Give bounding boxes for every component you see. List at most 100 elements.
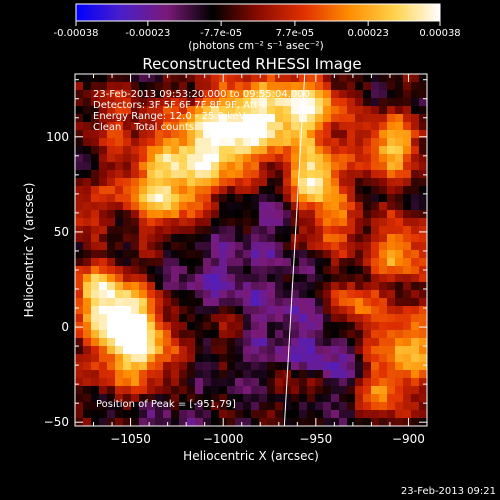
heatmap-cell [139, 394, 148, 403]
heatmap-cell [275, 242, 284, 251]
heatmap-cell [275, 402, 284, 411]
heatmap-cell [147, 186, 156, 195]
heatmap-cell [211, 322, 220, 331]
heatmap-cell [91, 378, 100, 387]
heatmap-cell [75, 162, 84, 171]
heatmap-cell [227, 138, 236, 147]
heatmap-cell [211, 186, 220, 195]
heatmap-cell [235, 74, 244, 83]
heatmap-cell [371, 410, 380, 419]
heatmap-cell [307, 170, 316, 179]
heatmap-cell [211, 234, 220, 243]
heatmap-cell [267, 130, 276, 139]
heatmap-cell [243, 106, 252, 115]
heatmap-cell [411, 402, 420, 411]
heatmap-cell [387, 274, 396, 283]
heatmap-cell [187, 346, 196, 355]
heatmap-cell [419, 290, 427, 299]
heatmap-cell [163, 114, 172, 123]
heatmap-cell [323, 370, 332, 379]
heatmap-cell [219, 290, 228, 299]
heatmap-cell [131, 346, 140, 355]
heatmap-cell [171, 330, 180, 339]
heatmap-cell [123, 210, 132, 219]
heatmap-cell [363, 186, 372, 195]
heatmap-cell [179, 202, 188, 211]
heatmap-cell [107, 386, 116, 395]
heatmap-cell [315, 282, 324, 291]
heatmap-cell [107, 242, 116, 251]
heatmap-cell [115, 386, 124, 395]
heatmap-cell [379, 210, 388, 219]
heatmap-cell [235, 82, 244, 91]
heatmap-cell [251, 114, 260, 123]
heatmap-cell [243, 258, 252, 267]
heatmap-cell [235, 146, 244, 155]
heatmap-cell [331, 138, 340, 147]
heatmap-cell [83, 218, 92, 227]
heatmap-cell [291, 402, 300, 411]
heatmap-cell [267, 370, 276, 379]
heatmap-cell [75, 306, 84, 315]
heatmap-cell [195, 378, 204, 387]
heatmap-cell [283, 122, 292, 131]
heatmap-cell [83, 210, 92, 219]
heatmap-cell [387, 90, 396, 99]
heatmap-cell [171, 146, 180, 155]
heatmap-cell [179, 234, 188, 243]
heatmap-cell [259, 410, 268, 419]
heatmap-cell [363, 354, 372, 363]
heatmap-cell [115, 162, 124, 171]
heatmap-cell [411, 162, 420, 171]
heatmap-cell [395, 266, 404, 275]
heatmap-cell [379, 258, 388, 267]
heatmap-cell [163, 194, 172, 203]
heatmap-cell [371, 306, 380, 315]
heatmap-cell [91, 282, 100, 291]
heatmap-cell [291, 162, 300, 171]
heatmap-cell [147, 82, 156, 91]
heatmap-cell [203, 90, 212, 99]
heatmap-cell [251, 386, 260, 395]
heatmap-cell [283, 386, 292, 395]
heatmap-cell [307, 314, 316, 323]
heatmap-cell [299, 138, 308, 147]
heatmap-cell [235, 370, 244, 379]
heatmap-cell [171, 234, 180, 243]
heatmap-cell [179, 242, 188, 251]
heatmap-cell [131, 306, 140, 315]
heatmap-cell [251, 242, 260, 251]
heatmap-cell [195, 298, 204, 307]
heatmap-cell [131, 330, 140, 339]
heatmap-cell [211, 146, 220, 155]
heatmap-cell [387, 114, 396, 123]
heatmap-cell [227, 90, 236, 99]
heatmap-cell [283, 210, 292, 219]
heatmap-cell [211, 306, 220, 315]
heatmap-cell [323, 242, 332, 251]
heatmap-cell [203, 338, 212, 347]
heatmap-cell [91, 202, 100, 211]
heatmap-cell [123, 330, 132, 339]
heatmap-cell [243, 218, 252, 227]
heatmap-cell [267, 354, 276, 363]
heatmap-cell [331, 314, 340, 323]
heatmap-cell [211, 258, 220, 267]
heatmap-cell [267, 378, 276, 387]
heatmap-cell [267, 250, 276, 259]
heatmap-cell [307, 354, 316, 363]
heatmap-cell [339, 354, 348, 363]
heatmap-cell [403, 386, 412, 395]
heatmap-cell [307, 362, 316, 371]
colorbar [75, 3, 441, 22]
heatmap-cell [75, 394, 84, 403]
heatmap-cell [123, 266, 132, 275]
heatmap-cell [179, 354, 188, 363]
heatmap-cell [315, 122, 324, 131]
heatmap-cell [331, 418, 340, 426]
heatmap-cell [99, 154, 108, 163]
heatmap-cell [291, 362, 300, 371]
heatmap-cell [227, 186, 236, 195]
heatmap-cell [291, 386, 300, 395]
heatmap-cell [299, 354, 308, 363]
